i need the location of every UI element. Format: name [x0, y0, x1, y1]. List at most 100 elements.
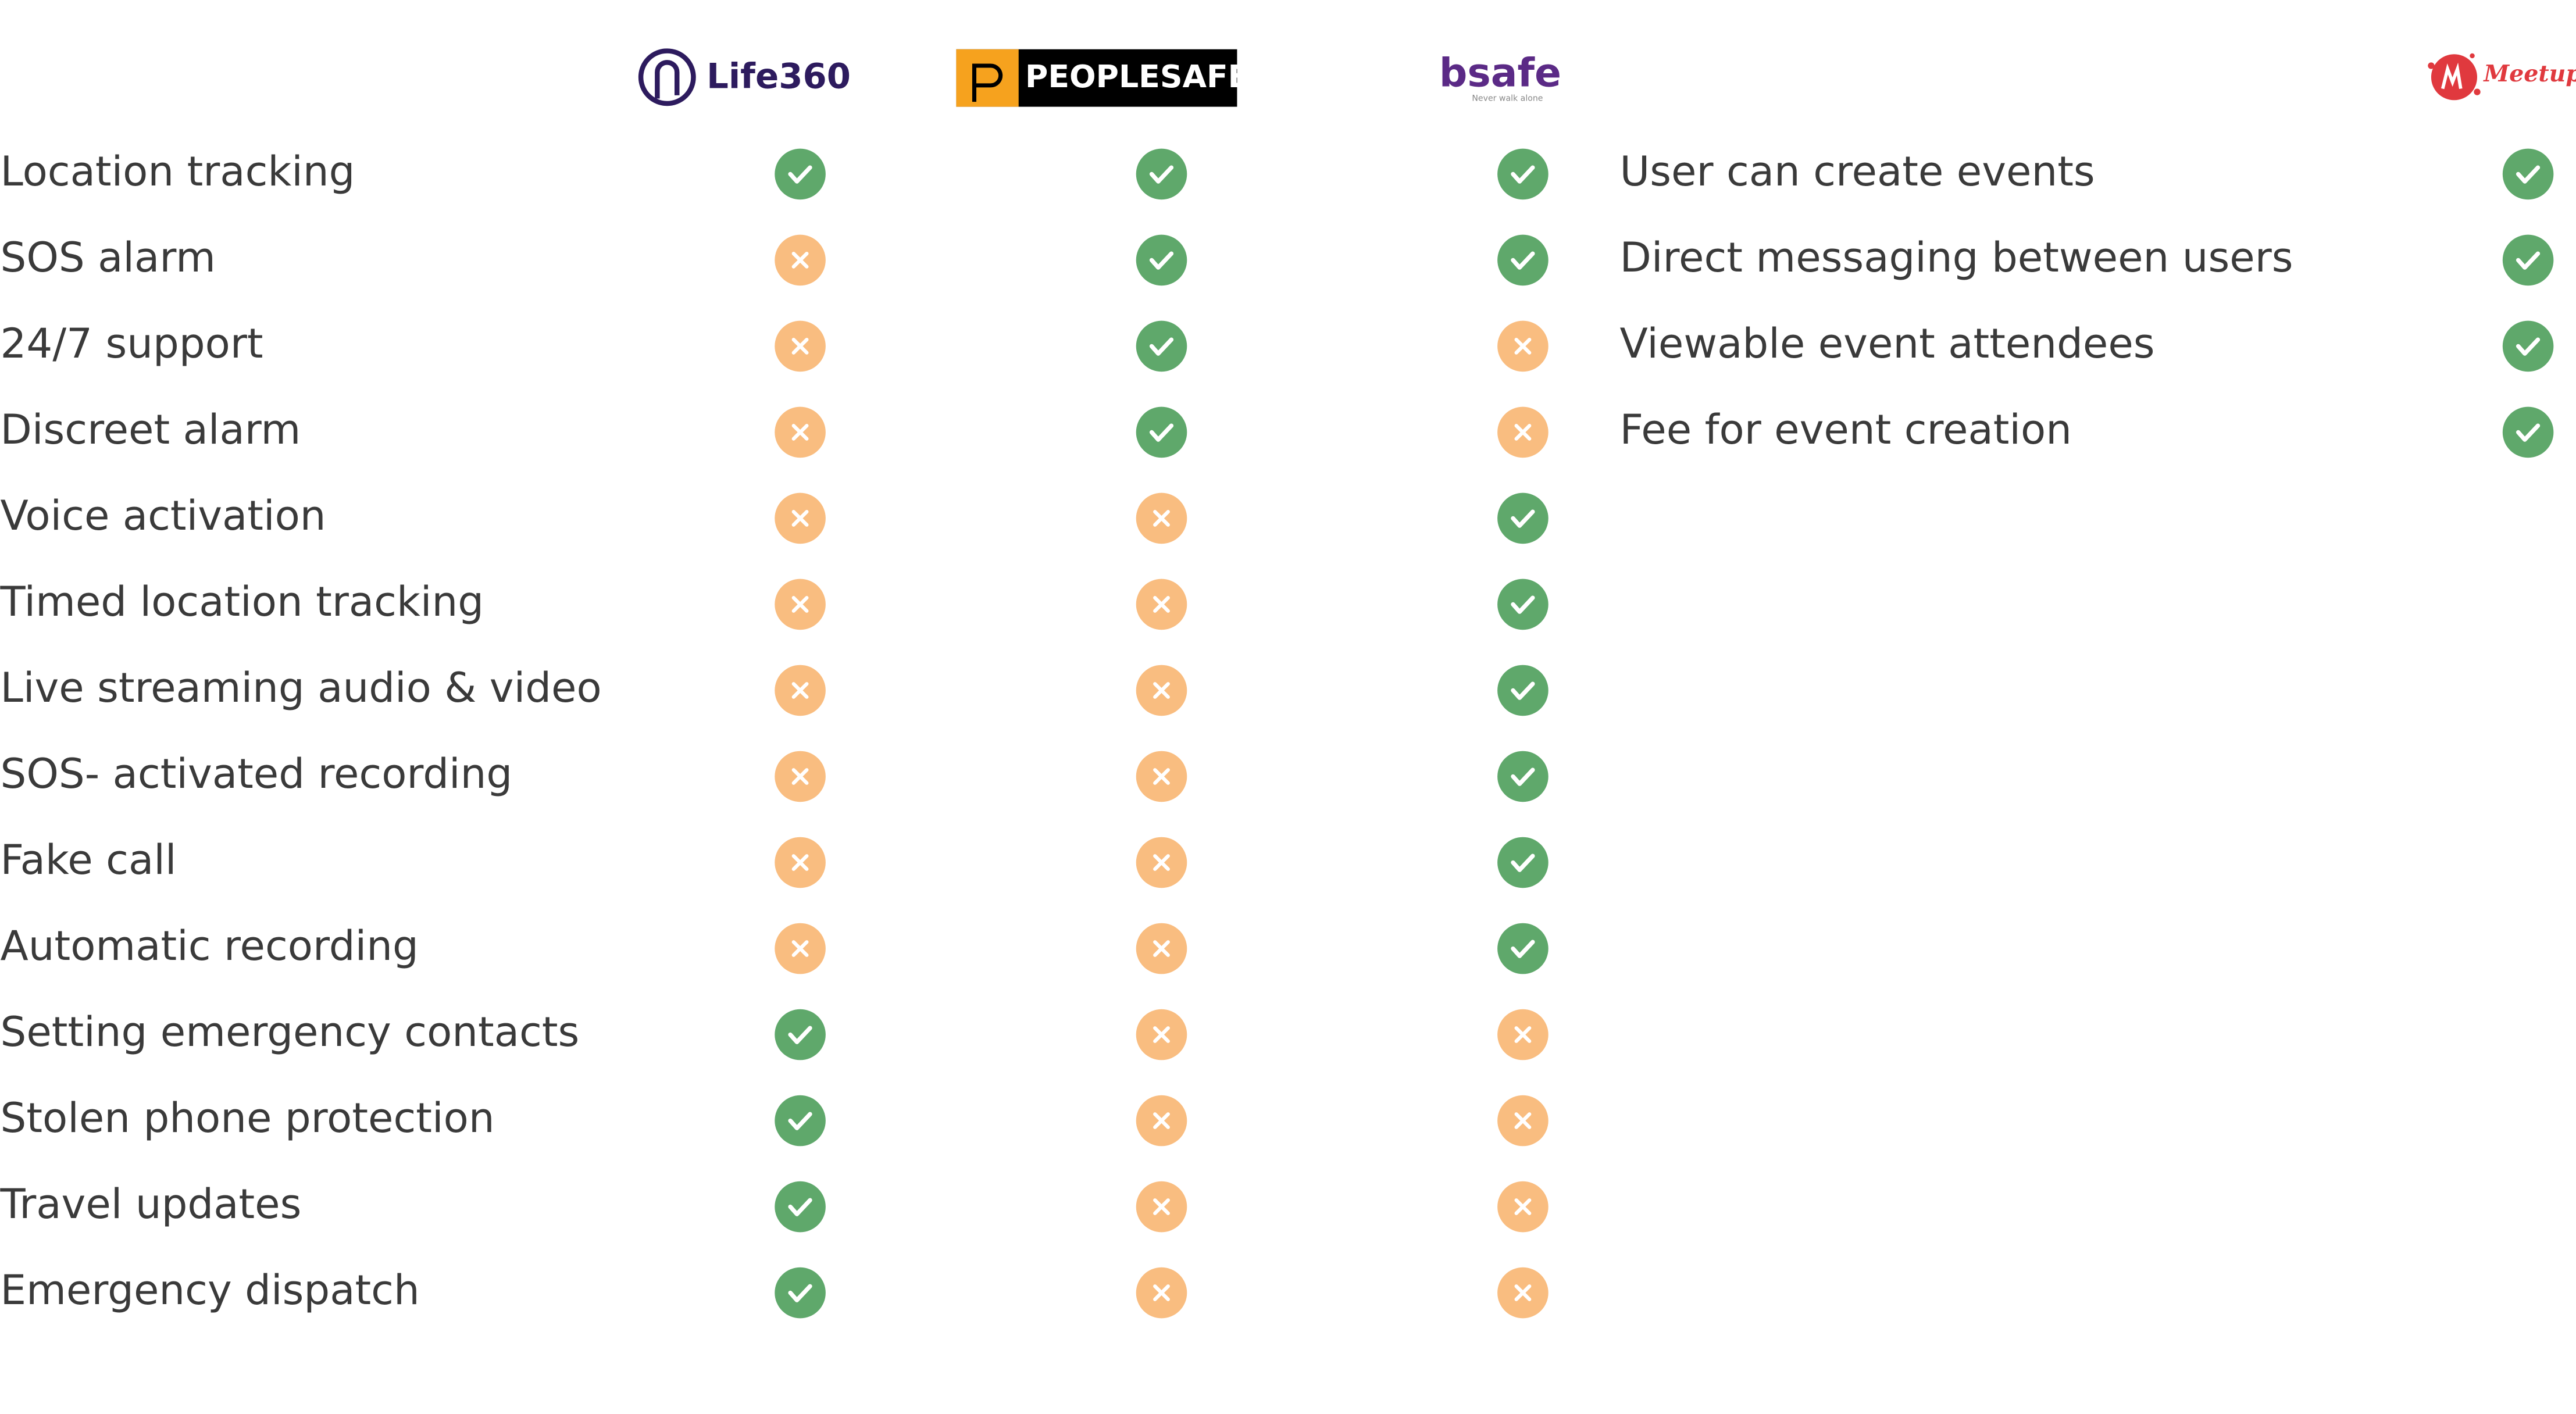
cross-icon — [775, 923, 826, 974]
feature-label: Travel updates — [0, 1180, 301, 1228]
feature-label: User can create events — [1620, 147, 2095, 195]
check-icon — [1497, 579, 1549, 630]
life360-logo: Life360 — [638, 48, 851, 106]
cross-icon — [1136, 837, 1187, 888]
icon-circle — [775, 1095, 826, 1147]
check — [2516, 337, 2541, 356]
feature-label: Stolen phone protection — [0, 1094, 494, 1142]
bsafe-logo: bsafe Never walk alone — [1439, 49, 1561, 103]
icon-circle — [775, 1009, 826, 1060]
check — [788, 1198, 812, 1216]
check-icon — [775, 1095, 826, 1147]
check-icon — [775, 148, 826, 200]
check — [1511, 940, 1535, 958]
icon-circle — [1136, 234, 1187, 286]
cross-icon — [1497, 1095, 1549, 1147]
cross — [791, 768, 809, 785]
icon-circle — [1497, 234, 1549, 286]
brand: Meetup — [2482, 60, 2576, 87]
check-icon — [1136, 148, 1187, 200]
check-icon — [1136, 406, 1187, 458]
cross — [1153, 1284, 1170, 1301]
cross — [1514, 1198, 1532, 1215]
cross-icon — [775, 406, 826, 458]
brand: bsafe — [1439, 49, 1561, 95]
cross-icon — [775, 320, 826, 372]
cross-icon — [1136, 751, 1187, 802]
cross-icon — [775, 579, 826, 630]
check — [1511, 767, 1535, 786]
cross-icon — [1136, 579, 1187, 630]
cross-icon — [1497, 406, 1549, 458]
check — [1511, 251, 1535, 270]
check — [1149, 423, 1174, 442]
icon-circle — [2502, 320, 2554, 372]
icon-circle — [775, 1181, 826, 1233]
cross-icon — [1136, 1181, 1187, 1233]
cross-icon — [775, 665, 826, 716]
check-icon — [1136, 320, 1187, 372]
check-icon — [2502, 148, 2554, 200]
check — [2516, 423, 2541, 442]
cross — [1153, 1026, 1170, 1043]
icon-circle — [1136, 320, 1187, 372]
cross — [1153, 1198, 1170, 1215]
check-icon — [1497, 665, 1549, 716]
check — [788, 1026, 812, 1044]
check — [1511, 854, 1535, 872]
check-icon — [1136, 234, 1187, 286]
cross-icon — [1497, 1181, 1549, 1233]
cross-icon — [1136, 492, 1187, 544]
cross — [791, 338, 809, 355]
cross-icon — [775, 492, 826, 544]
icon-circle — [1136, 148, 1187, 200]
cross — [791, 854, 809, 871]
check-icon — [775, 1181, 826, 1233]
brand: PEOPLESAFE — [1025, 58, 1249, 95]
check — [1511, 509, 1535, 528]
cross-icon — [1136, 665, 1187, 716]
feature-label: Voice activation — [0, 491, 326, 540]
check — [1511, 595, 1535, 614]
check-icon — [1497, 923, 1549, 974]
check — [788, 165, 812, 184]
icon-circle — [1497, 751, 1549, 802]
feature-label: 24/7 support — [0, 319, 263, 367]
cross — [1514, 1284, 1532, 1301]
cross-icon — [1136, 923, 1187, 974]
feature-label: SOS- activated recording — [0, 749, 512, 798]
feature-label: Location tracking — [0, 147, 355, 195]
check — [1511, 681, 1535, 700]
icon-circle — [2502, 406, 2554, 458]
icon-circle — [1497, 837, 1549, 888]
feature-label: Fake call — [0, 835, 176, 884]
cross — [1514, 1112, 1532, 1129]
check-icon — [2502, 320, 2554, 372]
check-icon — [1497, 837, 1549, 888]
cross-icon — [1136, 1267, 1187, 1319]
feature-label: Viewable event attendees — [1620, 319, 2155, 367]
check-icon — [1497, 751, 1549, 802]
icon-circle — [2502, 234, 2554, 286]
cross-icon — [1136, 1095, 1187, 1147]
cross — [1153, 768, 1170, 785]
check — [788, 1112, 812, 1130]
brand: Life360 — [707, 56, 851, 97]
check — [2516, 251, 2541, 270]
icon-circle — [1497, 665, 1549, 716]
check — [1149, 337, 1174, 356]
cross — [1153, 682, 1170, 699]
check-icon — [775, 1267, 826, 1319]
cross — [1153, 1112, 1170, 1129]
cross-icon — [775, 234, 826, 286]
cross — [1153, 940, 1170, 957]
tagline: Never walk alone — [1472, 94, 1543, 103]
cross-icon — [1136, 1009, 1187, 1060]
peoplesafe-logo: PEOPLESAFE — [956, 49, 1249, 107]
check-icon — [775, 1009, 826, 1060]
feature-label: Fee for event creation — [1620, 405, 2072, 454]
feature-label: Live streaming audio & video — [0, 663, 601, 712]
cross — [791, 596, 809, 613]
icon-circle — [1136, 406, 1187, 458]
